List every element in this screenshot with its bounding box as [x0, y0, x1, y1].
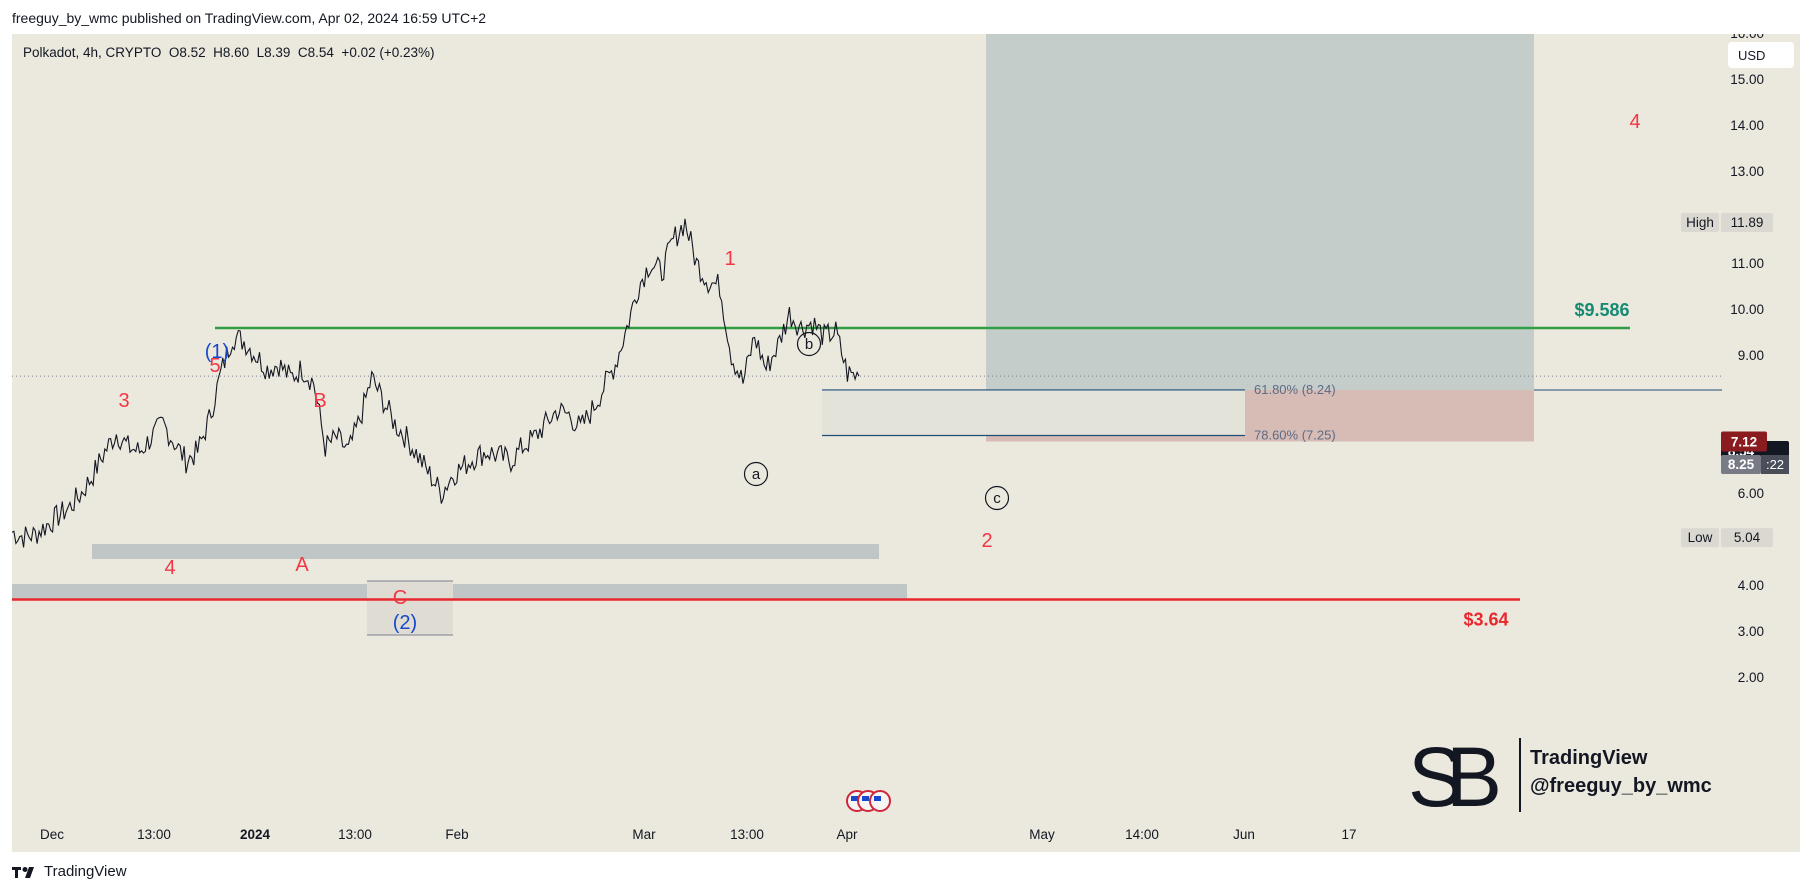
x-tick-label: 13:00: [730, 827, 764, 842]
high-value-bg: [1721, 213, 1773, 233]
symbol-legend: Polkadot, 4h, CRYPTO O8.52 H8.60 L8.39 C…: [23, 45, 435, 60]
wave-label-red-0: 3: [118, 390, 129, 412]
countdown-bg: [1761, 455, 1789, 474]
event-flag-canton: [851, 796, 858, 801]
y-tick-label: 2.00: [1738, 670, 1764, 685]
y-tick-label: 3.00: [1738, 624, 1764, 639]
price-chart[interactable]: $9.586 $3.64 61.80% (8.24) 78.60% (7.25) 3 5 B…: [12, 34, 1800, 852]
wave-circle-1: [743, 461, 769, 487]
wave-label-circled-2: c: [993, 490, 1001, 507]
wave-label-red-3: 4: [164, 557, 175, 579]
wave-label-red-5: C: [393, 587, 407, 609]
support-band-upper: [92, 544, 879, 559]
wave-label-red-1: 5: [209, 355, 220, 377]
high-label-bg: [1681, 213, 1719, 233]
wave-label-blue-0: (1): [205, 341, 229, 363]
wave-label-circled-1: a: [752, 466, 761, 483]
y-tick-label: 16.00: [1730, 34, 1764, 41]
wave-label-red-4: A: [295, 554, 309, 576]
publisher-header: freeguy_by_wmc published on TradingView.…: [12, 10, 487, 26]
watermark-divider: [1519, 738, 1521, 812]
low-label: Low: [1688, 530, 1713, 545]
event-flag-canton: [874, 796, 881, 801]
x-tick-label: May: [1029, 827, 1055, 842]
countdown-label: :22: [1766, 457, 1784, 472]
x-tick-label: Dec: [40, 827, 64, 842]
event-flag-canton: [862, 796, 869, 801]
author-watermark: S B TradingView @freeguy_by_wmc: [1406, 730, 1766, 824]
price-series: [12, 218, 860, 548]
wave-label-blue-1: (2): [393, 612, 417, 634]
fib-label-0: 61.80% (8.24): [1254, 382, 1336, 397]
y-tick-label: 13.00: [1730, 164, 1764, 179]
chart-canvas[interactable]: $9.586 $3.64 61.80% (8.24) 78.60% (7.25) 3 5 B…: [12, 34, 1800, 852]
high-label: High: [1686, 215, 1714, 230]
high-value: 11.89: [1731, 215, 1764, 230]
sb-logo-b: B: [1446, 730, 1502, 820]
wave-circle-0: [796, 331, 822, 357]
wave-label-red-2: B: [313, 390, 326, 412]
x-tick-label: 2024: [240, 827, 271, 842]
y-tick-label: 6.00: [1738, 486, 1764, 501]
watermark-author: @freeguy_by_wmc: [1530, 775, 1712, 797]
currency-button[interactable]: USD: [1728, 42, 1794, 68]
tradingview-logo-icon[interactable]: [12, 865, 38, 879]
low-label-bg: [1681, 528, 1719, 548]
fib-label-1: 78.60% (7.25): [1254, 428, 1336, 443]
sb-logo: S B: [1408, 730, 1502, 824]
footer: TradingView: [12, 863, 127, 880]
x-tick-label: Feb: [445, 827, 468, 842]
sb-logo-s: S: [1408, 730, 1464, 820]
wave-label-red-6: 1: [724, 248, 735, 270]
support-band-lower: [12, 584, 907, 599]
level-label-green: $9.586: [1574, 300, 1629, 320]
stop-price-tag: 7.12: [1731, 434, 1757, 449]
entry-price-tag: 8.25: [1728, 457, 1755, 472]
x-tick-label: Mar: [632, 827, 656, 842]
x-tick-label: Jun: [1233, 827, 1255, 842]
y-tick-label: 14.00: [1730, 118, 1764, 133]
level-label-red: $3.64: [1463, 610, 1508, 630]
footer-brand[interactable]: TradingView: [44, 863, 127, 880]
x-tick-label: 14:00: [1125, 827, 1159, 842]
entry-price-tag-bg: [1721, 455, 1761, 474]
y-tick-label: 10.00: [1730, 302, 1764, 317]
watermark-brand: TradingView: [1530, 747, 1648, 769]
x-tick-label: 13:00: [338, 827, 372, 842]
y-tick-label: 11.00: [1731, 256, 1764, 271]
stop-price-tag-bg: [1721, 431, 1767, 452]
wave-label-red-7: 2: [981, 530, 992, 552]
wave-label-circled-0: b: [805, 336, 813, 353]
x-tick-label: 13:00: [137, 827, 171, 842]
wave-label-red-8: 4: [1629, 111, 1640, 133]
y-tick-label: 9.00: [1738, 348, 1764, 363]
low-value: 5.04: [1734, 530, 1761, 545]
fib-zone: [822, 389, 1245, 436]
x-tick-label: 17: [1341, 827, 1356, 842]
wave-circle-2: [984, 485, 1010, 511]
low-value-bg: [1721, 528, 1773, 548]
wave-2-box: [367, 581, 453, 635]
x-tick-label: Apr: [836, 827, 858, 842]
y-tick-label: 15.00: [1730, 72, 1764, 87]
take-profit-zone: [986, 34, 1534, 390]
y-tick-label: 4.00: [1738, 578, 1764, 593]
